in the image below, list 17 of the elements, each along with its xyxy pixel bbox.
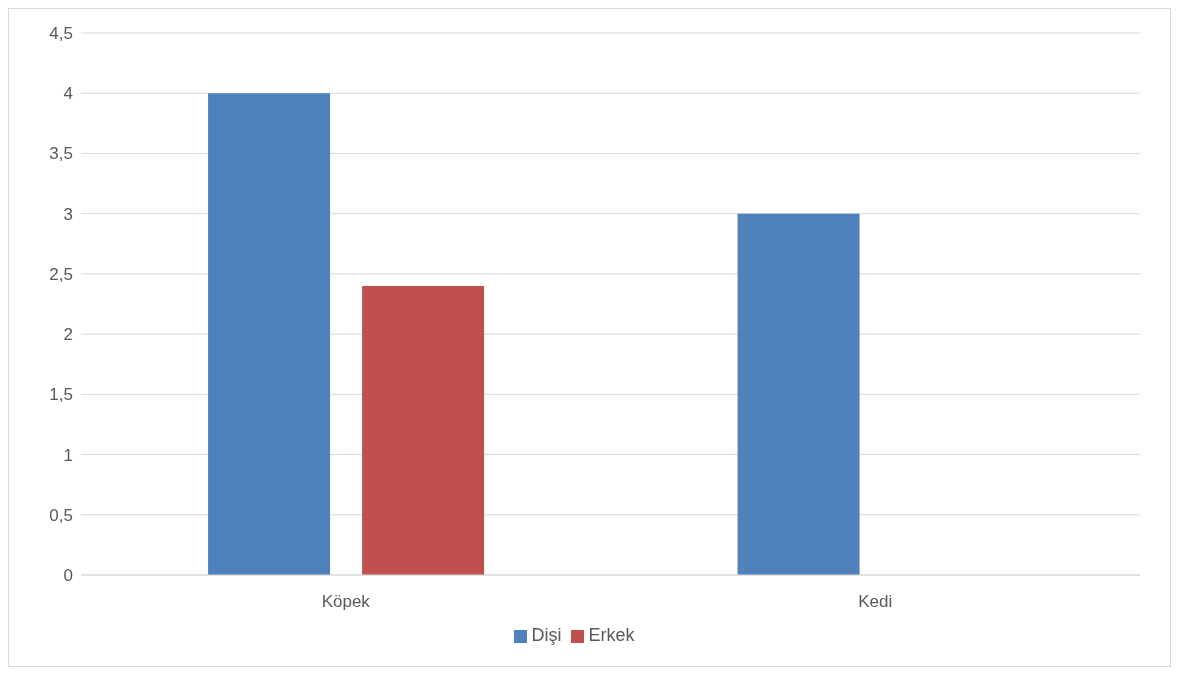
y-tick-label: 4,5: [49, 24, 73, 44]
y-tick-label: 0,5: [49, 505, 73, 525]
y-tick-label: 1: [63, 445, 73, 465]
legend-label: Dişi: [531, 625, 562, 645]
y-tick-label: 0: [63, 566, 73, 586]
bar: [362, 285, 485, 575]
y-tick-label: 4: [63, 84, 73, 104]
x-tick-label: Kedi: [858, 592, 893, 612]
y-tick-label: 3: [63, 204, 73, 224]
legend-label: Erkek: [588, 625, 635, 645]
y-tick-label: 3,5: [49, 144, 73, 164]
y-tick-label: 1,5: [49, 385, 73, 405]
bar: [737, 213, 860, 575]
y-tick-label: 2: [63, 325, 73, 345]
y-tick-label: 2,5: [49, 264, 73, 284]
x-tick-label: Köpek: [321, 592, 371, 612]
bar: [208, 93, 331, 575]
